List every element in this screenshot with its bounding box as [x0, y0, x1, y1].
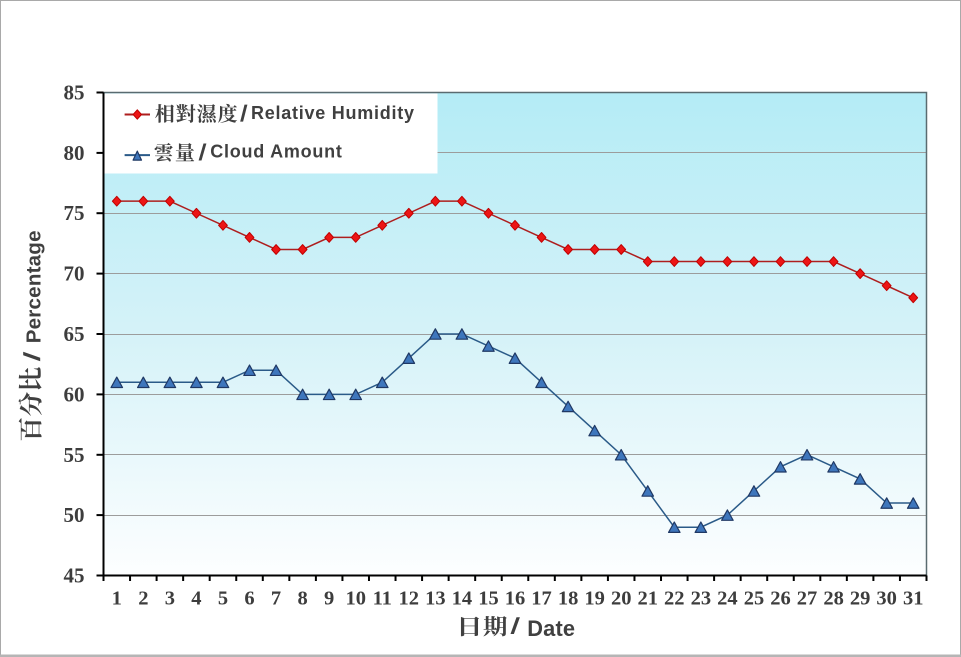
svg-text:12: 12	[399, 588, 420, 610]
svg-text:1: 1	[112, 588, 122, 610]
svg-text:Cloud Amount: Cloud Amount	[210, 142, 342, 162]
svg-text:13: 13	[425, 588, 446, 610]
svg-text:2: 2	[138, 588, 148, 610]
svg-text:15: 15	[478, 588, 499, 610]
svg-text:31: 31	[903, 588, 924, 610]
svg-text:23: 23	[691, 588, 712, 610]
svg-text:45: 45	[64, 564, 85, 588]
svg-text:50: 50	[64, 503, 85, 527]
svg-text:19: 19	[584, 588, 605, 610]
svg-text:29: 29	[850, 588, 871, 610]
svg-text:4: 4	[191, 588, 201, 610]
svg-text:65: 65	[64, 322, 85, 346]
svg-text:Date: Date	[527, 616, 575, 641]
svg-text:Relative Humidity: Relative Humidity	[251, 103, 415, 123]
svg-text:24: 24	[717, 588, 738, 610]
svg-text:21: 21	[637, 588, 658, 610]
svg-text:28: 28	[823, 588, 844, 610]
svg-text:20: 20	[611, 588, 632, 610]
svg-text:7: 7	[271, 588, 281, 610]
svg-text:25: 25	[744, 588, 765, 610]
svg-text:26: 26	[770, 588, 791, 610]
svg-text:11: 11	[373, 588, 392, 610]
svg-text:3: 3	[165, 588, 175, 610]
svg-text:5: 5	[218, 588, 228, 610]
svg-text:80: 80	[64, 141, 85, 165]
svg-text:9: 9	[324, 588, 334, 610]
svg-text:85: 85	[64, 81, 85, 105]
svg-text:17: 17	[531, 588, 552, 610]
svg-text:6: 6	[244, 588, 254, 610]
svg-text:14: 14	[452, 588, 473, 610]
svg-text:8: 8	[297, 588, 307, 610]
svg-text:16: 16	[505, 588, 526, 610]
svg-text:Percentage: Percentage	[23, 230, 46, 343]
svg-text:27: 27	[797, 588, 818, 610]
svg-text:22: 22	[664, 588, 685, 610]
svg-text:75: 75	[64, 201, 85, 225]
svg-text:10: 10	[345, 588, 366, 610]
svg-text:18: 18	[558, 588, 579, 610]
svg-text:70: 70	[64, 262, 85, 286]
svg-text:55: 55	[64, 443, 85, 467]
svg-text:30: 30	[876, 588, 897, 610]
svg-text:60: 60	[64, 382, 85, 406]
